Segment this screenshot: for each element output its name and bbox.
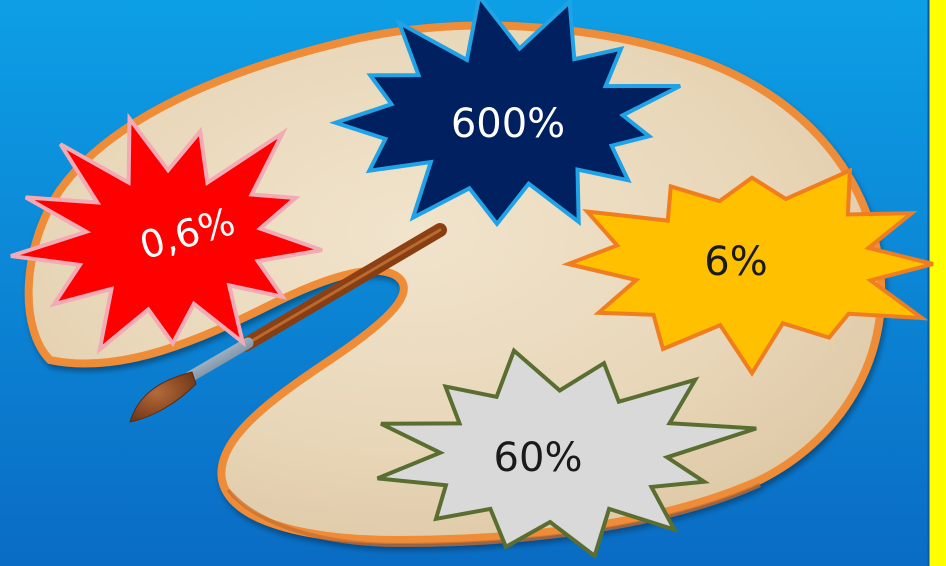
paintbrush-icon: [129, 223, 447, 423]
answer-label-c: 6%: [704, 239, 767, 285]
navy-starburst-shape: [329, 0, 682, 228]
answer-star-600-percent[interactable]: 600%: [329, 0, 682, 228]
gray-starburst-shape: [376, 347, 757, 560]
answer-star-0-6-percent[interactable]: 0,6%: [10, 112, 323, 355]
red-starburst-shape: [10, 112, 323, 355]
answer-star-6-percent[interactable]: 6%: [561, 167, 934, 377]
answer-label-d: 60%: [494, 435, 583, 481]
answer-star-60-percent[interactable]: 60%: [376, 347, 757, 560]
right-frame-strip: [928, 0, 946, 566]
answer-label-b: 600%: [451, 101, 565, 147]
orange-starburst-shape: [561, 167, 934, 377]
